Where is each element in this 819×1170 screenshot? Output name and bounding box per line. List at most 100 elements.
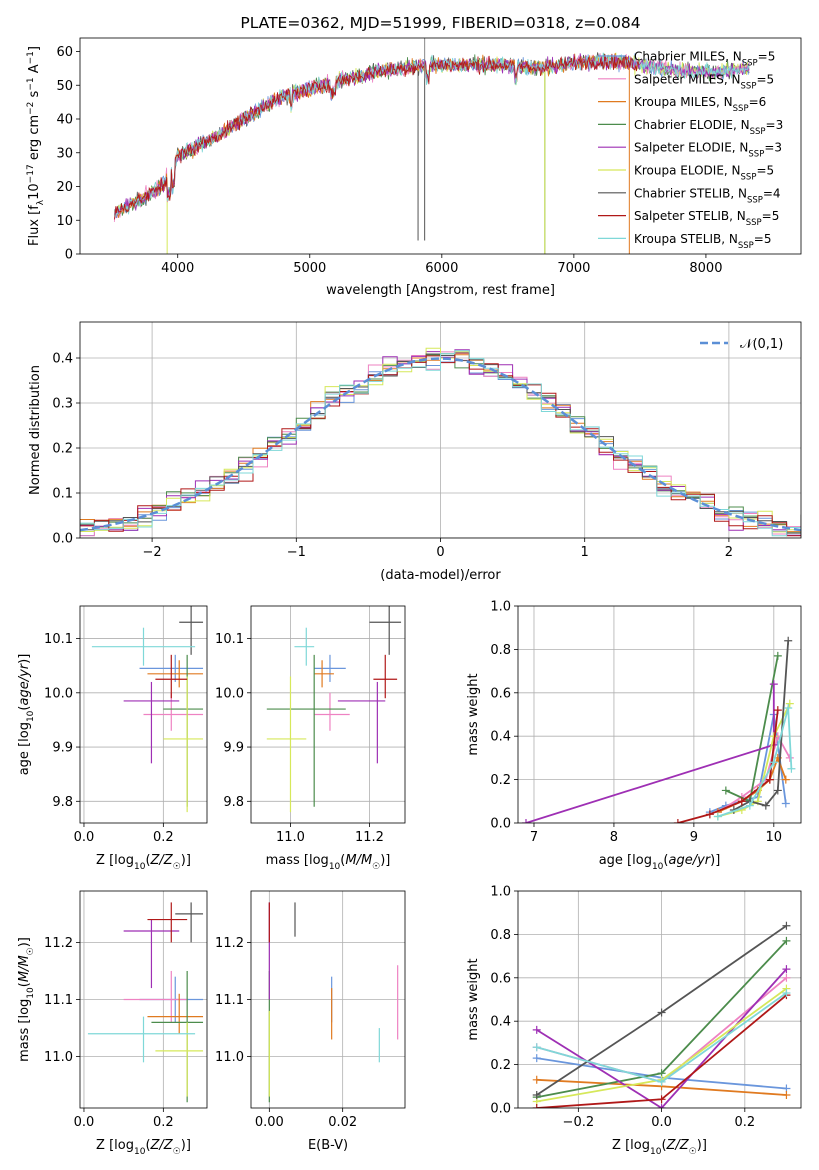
- panel-1: 4000 5000 6000 7000 8000 0 10 20 30 40 50 60 PLATE=0…: [26, 14, 802, 298]
- errorbar-salpeter-miles: [314, 692, 350, 731]
- errorbar-kroupa-elodie: [155, 1022, 204, 1097]
- axes-frame: [79, 890, 208, 1109]
- y-tick-label: 30: [56, 146, 73, 161]
- x-tick-label: 1: [581, 545, 589, 560]
- y-tick-label: 0.2: [52, 442, 73, 457]
- x-tick-label: 0.0: [74, 830, 95, 845]
- panel-5: 7 8 9 10 0.0 0.2 0.4 0.6 0.8 1.0 age [log10(age/yr…: [466, 600, 802, 872]
- point-marker: [773, 706, 782, 715]
- x-axis-label: mass [log10(M/M☉)]: [266, 853, 391, 872]
- y-tick-label: 0.4: [490, 730, 511, 745]
- point-marker: [713, 812, 722, 821]
- axes-frame: [517, 890, 802, 1109]
- errorbar-kroupa-stelib: [91, 627, 196, 666]
- y-tick-label: 0.3: [52, 397, 73, 412]
- x-axis-label: Z [log10(Z/Z☉)]: [96, 1138, 191, 1157]
- x-tick-label: 11.2: [355, 830, 384, 845]
- errorbar-chabrier-stelib: [369, 606, 402, 655]
- point-marker: [532, 1054, 541, 1063]
- line-salpeter-elodie: [536, 968, 788, 1108]
- x-tick-label: −0.2: [563, 1115, 595, 1130]
- panel-4: 11.0 11.2 9.8 9.9 10.0 10.1 mass [log10(M/M☉)]: [215, 605, 406, 872]
- point-marker: [657, 1095, 666, 1104]
- x-tick-label: 0.00: [255, 1115, 284, 1130]
- y-axis-label: age [log10(age/yr)]: [17, 654, 36, 776]
- axes-frame: [79, 321, 802, 539]
- y-tick-label: 0.4: [52, 352, 73, 367]
- point-marker: [657, 1008, 666, 1017]
- y-tick-label: 0.6: [490, 971, 511, 986]
- errorbar-kroupa-stelib: [87, 1016, 196, 1063]
- y-tick-label: 1.0: [490, 885, 511, 900]
- plot-content: [80, 606, 207, 823]
- panel-7: 0.00 0.02 11.0 11.1 11.2 E(B-V): [215, 890, 406, 1153]
- x-tick-label: 4000: [161, 261, 194, 276]
- x-tick-label: 9: [690, 830, 698, 845]
- x-tick-label: −1: [287, 545, 306, 560]
- point-marker: [532, 1025, 541, 1034]
- x-tick-label: 0.0: [74, 1115, 95, 1130]
- y-tick-label: 0.2: [490, 773, 511, 788]
- errorbar-chabrier-stelib: [175, 902, 204, 943]
- x-axis-label: wavelength [Angstrom, rest frame]: [326, 283, 555, 298]
- point-marker: [769, 680, 778, 689]
- errorbar-salpeter-elodie: [337, 681, 386, 764]
- point-marker: [784, 636, 793, 645]
- x-tick-label: 7000: [557, 261, 590, 276]
- point-marker: [721, 786, 730, 795]
- errorbar-chabrier-miles: [314, 654, 346, 682]
- x-tick-label: 6000: [425, 261, 458, 276]
- y-tick-label: 0.8: [490, 643, 511, 658]
- x-axis-label: age [log10(age/yr)]: [599, 853, 721, 872]
- x-tick-label: 0.2: [153, 1115, 174, 1130]
- x-tick-label: −2: [143, 545, 162, 560]
- x-axis-label: (data-model)/error: [380, 568, 501, 583]
- point-marker: [657, 1104, 666, 1108]
- y-tick-label: 0: [65, 248, 73, 263]
- plot-area: [518, 891, 801, 1108]
- y-tick-label: 10.0: [44, 686, 73, 701]
- y-axis-label: mass weight: [466, 673, 481, 755]
- point-marker: [657, 1077, 666, 1086]
- legend-label: Salpeter STELIB, NSSP=5: [634, 209, 779, 228]
- y-tick-label: 60: [56, 45, 73, 60]
- y-tick-label: 10.1: [215, 632, 244, 647]
- y-axis-label: mass [log10(M/M☉)]: [17, 937, 36, 1062]
- y-tick-label: 0.6: [490, 686, 511, 701]
- x-axis-label: Z [log10(Z/Z☉)]: [96, 853, 191, 872]
- point-marker: [782, 973, 791, 982]
- errorbar-kroupa-elodie: [163, 676, 204, 813]
- y-tick-label: 10.1: [44, 632, 73, 647]
- y-axis-label: Normed distribution: [28, 365, 43, 495]
- point-marker: [773, 786, 782, 795]
- point-marker: [784, 703, 793, 712]
- y-tick-label: 10.0: [215, 686, 244, 701]
- point-marker: [782, 965, 791, 974]
- axes-frame: [79, 605, 208, 824]
- point-marker: [705, 810, 714, 819]
- x-tick-label: 0.0: [651, 1115, 672, 1130]
- histogram-kroupa-elodie: [80, 347, 801, 533]
- y-tick-label: 0.0: [490, 817, 511, 832]
- axes-frame: [250, 890, 406, 1109]
- errorbar-salpeter-stelib: [147, 902, 188, 943]
- y-tick-label: 11.2: [44, 936, 73, 951]
- x-tick-label: 5000: [293, 261, 326, 276]
- y-tick-label: 11.0: [215, 1050, 244, 1065]
- y-tick-label: 0.1: [52, 487, 73, 502]
- x-tick-label: 0.02: [328, 1115, 357, 1130]
- plot-content: [80, 891, 207, 1108]
- plot-content: [518, 606, 801, 823]
- errorbar-salpeter-stelib: [155, 654, 188, 699]
- point-marker: [782, 1090, 791, 1099]
- y-tick-label: 0.0: [490, 1102, 511, 1117]
- y-tick-label: 10: [56, 214, 73, 229]
- legend: Chabrier MILES, NSSP=5 Salpeter MILES, NS…: [598, 50, 783, 251]
- legend-label: Chabrier ELODIE, NSSP=3: [634, 118, 783, 137]
- errorbar-salpeter-miles: [143, 692, 204, 731]
- y-tick-label: 11.1: [215, 993, 244, 1008]
- x-axis-label: E(B-V): [308, 1138, 348, 1153]
- point-marker: [745, 801, 754, 810]
- axes-frame: [517, 605, 802, 824]
